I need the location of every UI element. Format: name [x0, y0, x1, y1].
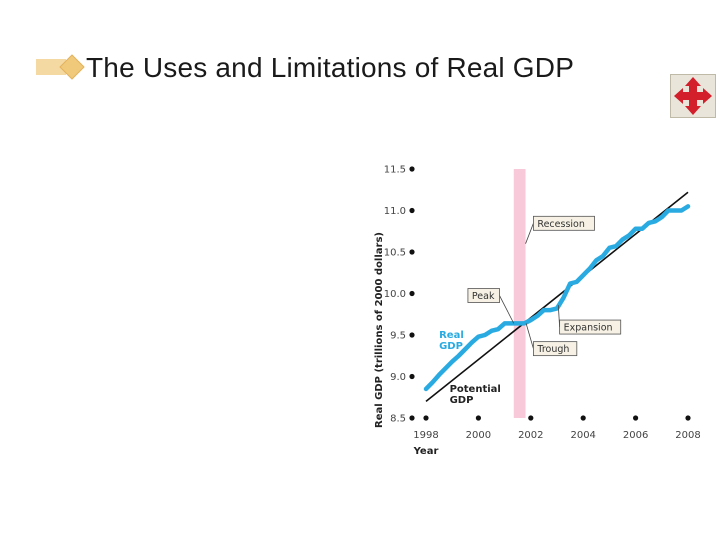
trough-callout-label: Trough: [536, 344, 569, 355]
expansion-callout-label: Expansion: [564, 323, 613, 334]
x-tick-label: 2008: [675, 430, 700, 441]
real-gdp-label-line2: GDP: [439, 341, 463, 352]
y-tick-label: 9.0: [390, 372, 406, 383]
x-tick-dot: [633, 415, 639, 421]
x-tick-dot: [580, 415, 586, 421]
y-tick-dot: [409, 166, 415, 172]
four-way-arrow-icon: [674, 77, 712, 115]
real-gdp-chart: 8.5 9.0 9.5 10.0 10.5 11.0 11.5 1998 2000 2002 200…: [374, 165, 701, 458]
y-tick-dot: [409, 249, 415, 255]
potential-gdp-label-line2: GDP: [450, 395, 474, 406]
x-tick-label: 2004: [570, 430, 595, 441]
peak-callout-box: [467, 288, 500, 303]
slide-title: The Uses and Limitations of Real GDP: [86, 52, 575, 83]
x-tick-dot: [423, 415, 429, 421]
x-tick-dot: [475, 415, 481, 421]
real-gdp-series-label: Real GDP: [439, 330, 464, 352]
recession-callout-label: Recession: [537, 219, 584, 230]
y-tick-dot: [409, 415, 415, 421]
recession-leader-line: [525, 223, 534, 244]
trough-leader-line: [525, 323, 534, 349]
trough-callout-box: [533, 341, 578, 357]
real-gdp-line: [423, 204, 691, 392]
real-gdp-label-line1: Real: [439, 330, 464, 341]
recession-band: [513, 169, 526, 418]
recession-callout-box: [533, 215, 595, 231]
x-tick-label: 1998: [413, 430, 438, 441]
peak-leader-line: [499, 295, 515, 324]
x-tick-label: 2006: [623, 430, 648, 441]
y-tick-dot: [409, 290, 415, 297]
y-tick-dot: [409, 332, 415, 338]
y-tick-dot: [409, 207, 415, 214]
navigation-button[interactable]: [670, 74, 716, 118]
expansion-callout-box: [559, 319, 622, 335]
x-tick-label: 2000: [466, 430, 491, 441]
x-tick-dot: [685, 415, 691, 421]
y-tick-label: 8.5: [390, 414, 406, 425]
peak-callout-label: Peak: [472, 291, 495, 302]
y-tick-dot: [409, 373, 415, 380]
y-tick-label: 11.5: [384, 165, 406, 176]
x-tick-label: 2002: [518, 430, 543, 441]
y-tick-label: 9.5: [390, 331, 406, 342]
bullet-diamond-icon: [36, 54, 85, 80]
x-tick-dot: [528, 415, 534, 421]
x-axis-title: Year: [413, 446, 439, 457]
y-tick-label: 10.5: [384, 248, 406, 259]
potential-gdp-series-label: Potential GDP: [450, 384, 501, 406]
y-tick-label: 10.0: [384, 289, 406, 300]
y-tick-label: 11.0: [384, 206, 406, 217]
potential-gdp-label-line1: Potential: [450, 384, 501, 395]
y-axis-title: Real GDP (trillions of 2000 dollars): [374, 232, 385, 428]
